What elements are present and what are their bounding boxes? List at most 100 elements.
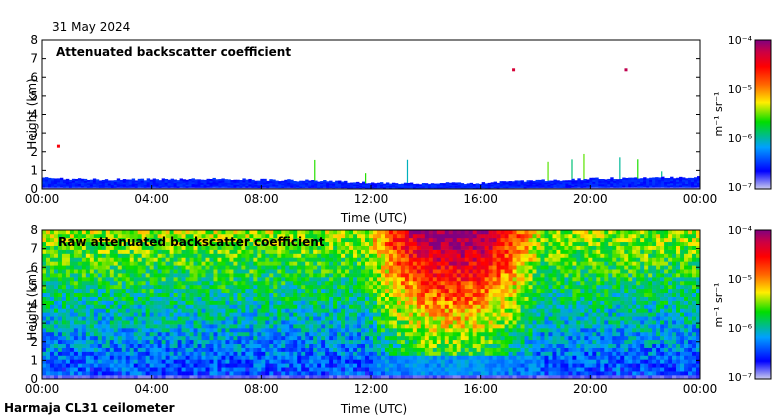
heat-cell [329, 257, 334, 262]
heat-cell [201, 335, 206, 341]
heat-cell [117, 245, 123, 250]
heat-cell [273, 351, 278, 356]
heat-cell [325, 335, 330, 341]
heat-cell [293, 304, 298, 309]
heat-cell [301, 249, 306, 254]
heat-cell [317, 359, 322, 364]
heat-cell [241, 324, 246, 329]
heat-cell [213, 363, 218, 368]
heat-cell [273, 331, 278, 337]
heat-cell [269, 304, 274, 309]
heat-cell [237, 320, 242, 325]
heat-cell [237, 359, 242, 364]
heat-cell [85, 261, 91, 266]
heat-cell [176, 184, 180, 187]
heat-cell [601, 187, 605, 190]
heat-cell [42, 351, 47, 356]
heat-cell [225, 292, 230, 297]
heat-cell [224, 187, 228, 190]
heat-cell [344, 182, 348, 184]
heat-cell [241, 304, 246, 309]
heat-cell [535, 184, 539, 187]
heat-cell [574, 181, 578, 184]
heat-cell [400, 300, 406, 305]
heat-cell [213, 280, 218, 286]
heat-cell [85, 233, 91, 239]
heat-cell [92, 185, 97, 188]
heat-cell [269, 182, 273, 185]
heat-cell [261, 300, 266, 305]
heat-cell [353, 331, 358, 337]
heat-cell [229, 265, 234, 270]
heat-cell [113, 320, 119, 325]
heat-cell [329, 375, 334, 380]
heat-cell [125, 288, 131, 294]
heat-cell [253, 339, 258, 345]
heat-cell [345, 269, 350, 274]
heat-cell [57, 288, 63, 294]
heat-cell [349, 269, 354, 274]
heat-cell [225, 347, 230, 352]
heat-cell [77, 375, 83, 380]
heat-cell [86, 187, 91, 190]
heat-cell [365, 308, 370, 313]
heat-cell [133, 273, 139, 278]
heat-cell [189, 343, 194, 348]
heat-cell [225, 261, 230, 266]
heat-cell [408, 320, 414, 325]
heat-cell [404, 241, 410, 246]
heat-cell [415, 183, 420, 186]
heat-cell [131, 182, 136, 185]
heat-cell [157, 296, 162, 301]
heat-cell [392, 328, 398, 333]
heat-cell [622, 187, 626, 190]
heat-cell [209, 335, 214, 341]
heat-cell [233, 269, 238, 274]
heat-cell [169, 300, 174, 305]
heat-cell [145, 371, 150, 376]
heat-cell [65, 265, 71, 270]
heat-cell [265, 265, 270, 270]
heat-cell [153, 241, 158, 246]
heat-cell [616, 182, 620, 185]
heat-cell [53, 178, 58, 181]
heat-cell [400, 328, 406, 333]
heat-cell [229, 320, 234, 325]
heat-cell [365, 273, 370, 278]
heat-cell [670, 186, 674, 190]
heat-cell [349, 230, 354, 235]
heat-cell [177, 355, 182, 360]
heat-cell [333, 233, 338, 239]
heat-cell [213, 308, 218, 313]
heat-cell [89, 265, 95, 270]
heat-cell [101, 273, 107, 278]
heat-cell [273, 367, 278, 372]
heat-cell [289, 367, 294, 372]
heat-cell [361, 359, 366, 364]
heat-cell [265, 347, 270, 352]
heat-cell [353, 184, 357, 187]
heat-cell [408, 324, 414, 329]
heat-cell [101, 371, 107, 376]
heat-cell [61, 347, 67, 352]
heat-cell [613, 182, 617, 185]
heat-cell [388, 245, 394, 250]
heat-cell [325, 351, 330, 356]
heat-cell [201, 375, 206, 380]
heat-cell [101, 335, 107, 341]
heat-cell [197, 265, 202, 270]
heat-cell [661, 186, 665, 190]
heat-cell [293, 347, 298, 352]
heat-cell [201, 296, 206, 301]
heat-cell [181, 230, 186, 235]
heat-cell [353, 265, 358, 270]
heat-cell [297, 367, 302, 372]
heat-cell [333, 277, 338, 282]
heat-cell [361, 261, 366, 266]
heat-cell [125, 253, 131, 258]
heat-cell [65, 241, 71, 246]
heat-cell [329, 183, 333, 186]
heat-cell [170, 183, 174, 186]
heat-cell [245, 359, 250, 364]
heat-cell [369, 331, 374, 337]
